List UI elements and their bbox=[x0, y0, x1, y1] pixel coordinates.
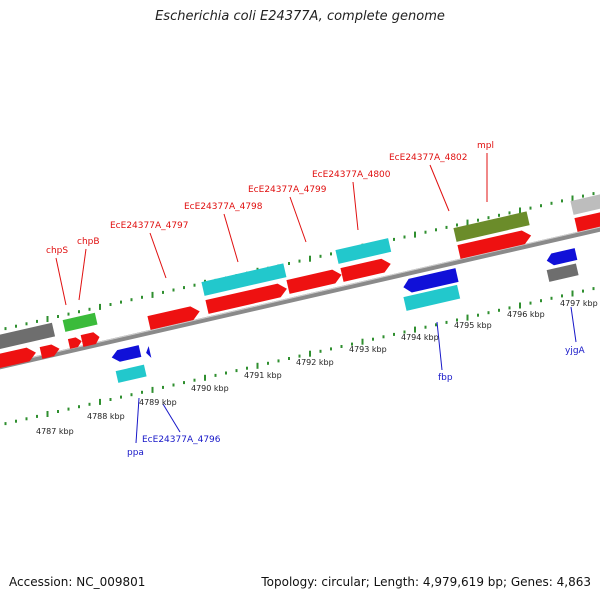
gene-label-EcE24377A-4799[interactable]: EcE24377A_4799 bbox=[248, 185, 327, 195]
gene-grey-left[interactable] bbox=[0, 322, 56, 350]
gene-label-mpl[interactable]: mpl bbox=[477, 141, 494, 151]
gene-EcE24377A-4800-cyan[interactable] bbox=[335, 238, 392, 264]
gene-EcE24377A-4798-cyan[interactable] bbox=[201, 263, 287, 296]
gene-label-ppa[interactable]: ppa bbox=[127, 448, 144, 458]
gene-ppa-small[interactable] bbox=[145, 346, 152, 359]
scale-label-4790: 4790 kbp bbox=[191, 384, 229, 393]
scale-label-4794: 4794 kbp bbox=[401, 333, 439, 342]
gene-EcE24377A-4796[interactable] bbox=[115, 364, 147, 383]
reverse-genes bbox=[110, 248, 579, 383]
scale-label-4789: 4789 kbp bbox=[139, 398, 177, 407]
gene-label-fbp[interactable]: fbp bbox=[438, 373, 453, 383]
topology-text: Topology: circular; Length: 4,979,619 bp… bbox=[261, 575, 591, 589]
gene-fbp[interactable] bbox=[402, 268, 459, 294]
gene-label-EcE24377A-4798[interactable]: EcE24377A_4798 bbox=[184, 202, 263, 212]
forward-genes bbox=[0, 193, 600, 369]
genome-backbone bbox=[0, 226, 600, 370]
scale-label-4787: 4787 kbp bbox=[36, 427, 74, 436]
gene-EcE24377A-4798[interactable] bbox=[205, 282, 288, 314]
gene-chpB-red[interactable] bbox=[80, 331, 101, 347]
gene-EcE24377A-4799[interactable] bbox=[286, 268, 343, 294]
scale-label-4793: 4793 kbp bbox=[349, 345, 387, 354]
gene-red-left-1[interactable] bbox=[0, 346, 38, 369]
gene-yjgA[interactable] bbox=[545, 248, 578, 266]
reverse-strand-ticks bbox=[4, 287, 595, 426]
scale-label-4796: 4796 kbp bbox=[507, 310, 545, 319]
accession-text: Accession: NC_009801 bbox=[9, 575, 146, 589]
gene-EcE24377A-4800[interactable] bbox=[340, 257, 392, 282]
scale-label-4797: 4797 kbp bbox=[560, 299, 598, 308]
gene-chpS[interactable] bbox=[67, 336, 83, 349]
scale-label-4791: 4791 kbp bbox=[244, 371, 282, 380]
gene-label-EcE24377A-4802[interactable]: EcE24377A_4802 bbox=[389, 153, 468, 163]
gene-labels: chpS chpB EcE24377A_4797 EcE24377A_4798 … bbox=[46, 141, 586, 458]
gene-label-EcE24377A-4796[interactable]: EcE24377A_4796 bbox=[142, 435, 221, 445]
gene-label-chpB[interactable]: chpB bbox=[77, 237, 100, 247]
scale-label-4795: 4795 kbp bbox=[454, 321, 492, 330]
gene-mpl[interactable] bbox=[457, 229, 532, 259]
gene-label-EcE24377A-4797[interactable]: EcE24377A_4797 bbox=[110, 221, 189, 231]
label-leader-lines bbox=[55, 153, 577, 444]
gene-red-right[interactable] bbox=[574, 211, 600, 232]
gene-fbp-cyan[interactable] bbox=[403, 284, 461, 311]
gene-label-chpS[interactable]: chpS bbox=[46, 246, 68, 256]
gene-red-left-2[interactable] bbox=[39, 343, 61, 359]
gene-ppa[interactable] bbox=[110, 345, 142, 363]
gene-label-EcE24377A-4800[interactable]: EcE24377A_4800 bbox=[312, 170, 391, 180]
map-title: Escherichia coli E24377A, complete genom… bbox=[155, 9, 445, 24]
scale-label-4788: 4788 kbp bbox=[87, 412, 125, 421]
scale-labels: 4787 kbp 4788 kbp 4789 kbp 4790 kbp 4791… bbox=[36, 299, 598, 436]
gene-grey-right[interactable] bbox=[546, 263, 579, 282]
gene-EcE24377A-4802[interactable] bbox=[453, 211, 530, 242]
gene-lightgrey-right[interactable] bbox=[570, 193, 600, 215]
scale-label-4792: 4792 kbp bbox=[296, 358, 334, 367]
gene-EcE24377A-4797[interactable] bbox=[147, 305, 201, 330]
gene-chpB[interactable] bbox=[62, 312, 98, 332]
gene-label-yjgA[interactable]: yjgA bbox=[565, 346, 586, 356]
